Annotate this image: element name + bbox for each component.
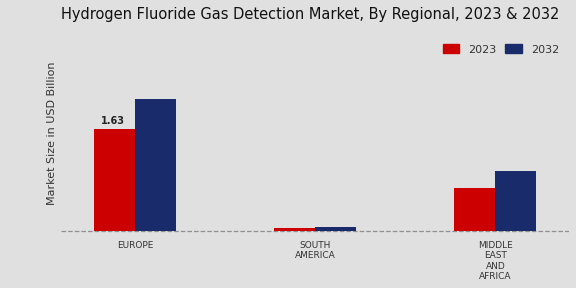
Bar [274, 228, 315, 231]
Legend: 2023, 2032: 2023, 2032 [438, 40, 563, 59]
Bar [135, 99, 176, 231]
Y-axis label: Market Size in USD Billion: Market Size in USD Billion [47, 61, 57, 205]
Bar [495, 171, 536, 231]
Text: 1.63: 1.63 [101, 116, 125, 126]
Bar [454, 188, 495, 231]
Bar [94, 129, 135, 231]
Text: Hydrogen Fluoride Gas Detection Market, By Regional, 2023 & 2032: Hydrogen Fluoride Gas Detection Market, … [62, 7, 560, 22]
Bar [315, 227, 356, 231]
